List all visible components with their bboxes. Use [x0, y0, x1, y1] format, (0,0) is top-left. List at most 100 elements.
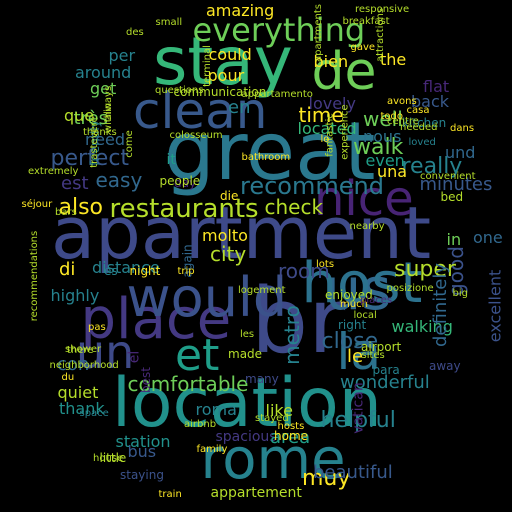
word-cloud-word: it [166, 152, 176, 168]
word-cloud-word: again [180, 244, 195, 278]
word-cloud-word: places [360, 295, 393, 306]
word-cloud-word: lo [320, 134, 330, 145]
word-cloud-word: appartement [210, 485, 302, 501]
word-cloud-word: many [245, 372, 279, 386]
word-cloud-word: big [452, 288, 468, 299]
word-cloud-word: die [220, 189, 239, 203]
word-cloud-word: per [108, 46, 136, 65]
word-cloud-word: dans [450, 123, 475, 134]
word-cloud-word: stayed [255, 413, 289, 424]
word-cloud-word: need [85, 130, 125, 149]
word-cloud-word: logement [238, 285, 286, 296]
word-cloud-word: comfortable [127, 372, 249, 396]
word-cloud-word: back [411, 92, 450, 111]
word-cloud-word: est [61, 173, 89, 194]
word-cloud-word: communication [173, 85, 267, 99]
word-cloud-word: convenient [420, 171, 476, 182]
word-cloud-word: well [363, 107, 403, 131]
word-cloud-word: trastevere [88, 116, 100, 168]
word-cloud-word: bathroom [241, 152, 291, 163]
word-cloud-word: time [298, 103, 344, 127]
word-cloud-word: thanks [83, 127, 117, 138]
word-cloud-word: made [228, 347, 263, 361]
word-cloud-word: molto [202, 226, 248, 245]
word-cloud-word: wonderful [340, 372, 430, 393]
word-cloud-word: even [365, 151, 405, 170]
word-cloud-word: staying [120, 468, 164, 482]
word-cloud-word: bien [313, 52, 349, 71]
word-cloud-word: thank [59, 399, 105, 418]
word-cloud-word: con [57, 354, 90, 375]
word-cloud-word: extremely [28, 166, 79, 177]
word-cloud-word: us [324, 255, 392, 323]
word-cloud-word: airport [361, 340, 402, 354]
word-cloud-word: lovely [308, 94, 356, 113]
word-cloud-word: nearby [349, 221, 385, 232]
word-cloud-word: el [125, 350, 142, 364]
word-cloud-word: much [340, 299, 368, 310]
word-cloud-word: hosts [277, 421, 305, 432]
word-cloud-word: come [123, 130, 135, 158]
word-cloud-word: avons [387, 96, 417, 107]
word-cloud-word: location [112, 364, 382, 443]
word-cloud-word: lots [316, 259, 335, 270]
word-cloud-word: questions [155, 85, 204, 96]
word-cloud-word: small [155, 17, 183, 28]
word-cloud-word: local [353, 310, 377, 321]
word-cloud-word: amazing [206, 1, 275, 20]
word-cloud-word: bus [127, 442, 157, 461]
word-cloud-word: room [278, 259, 330, 283]
word-cloud-word: appartamento [241, 89, 313, 100]
word-cloud-word: night [129, 264, 161, 278]
word-cloud-word: un [76, 325, 135, 379]
word-cloud-word: away [429, 359, 461, 373]
word-cloud-word: nice [314, 171, 414, 227]
word-cloud-word: close [321, 329, 379, 354]
word-cloud-word: people [159, 174, 201, 188]
word-cloud-word: loved [408, 137, 436, 148]
word-cloud-word: nous [363, 127, 402, 146]
word-cloud-word: muy [302, 466, 351, 491]
word-cloud-word: recommend [240, 172, 384, 200]
word-cloud-word: rome [200, 427, 346, 492]
word-cloud-word: beautiful [313, 462, 393, 483]
word-cloud-word: le [347, 346, 364, 367]
word-cloud-word: airbnb [184, 419, 217, 430]
word-cloud-word: super [394, 257, 456, 282]
word-cloud-word: stay [153, 23, 293, 100]
word-cloud-word: fantastic [324, 113, 336, 157]
word-cloud-word: flat [423, 77, 450, 96]
word-cloud-word: distance [92, 258, 160, 277]
word-cloud-word: shower [65, 344, 102, 355]
word-cloud-word: neighborhood [49, 360, 119, 371]
word-cloud-word: experience [339, 104, 351, 160]
word-cloud-word: house [93, 453, 124, 464]
word-cloud-word: place [80, 287, 232, 352]
word-cloud-word: walk [353, 135, 404, 160]
word-cloud-word: todo [380, 111, 404, 122]
word-cloud-word: bed [440, 190, 464, 204]
word-cloud-word: apartments [313, 4, 324, 62]
word-cloud-word: enjoyed [325, 288, 373, 302]
word-cloud-word: di [59, 259, 76, 280]
word-cloud-word: breakfast [342, 16, 390, 27]
word-cloud-word: little [99, 451, 127, 465]
word-cloud-word: et [175, 330, 220, 381]
word-cloud-word: there [67, 345, 94, 356]
word-cloud-word: needed [400, 122, 438, 133]
word-cloud-word: station [115, 432, 171, 451]
word-cloud-word: easy [95, 168, 143, 192]
word-cloud-word: recommendations [29, 230, 41, 322]
word-cloud-word: apartment [51, 191, 432, 275]
word-cloud-word: que [64, 106, 95, 125]
word-cloud-word: walking [391, 317, 453, 336]
word-cloud-word: everything [192, 11, 366, 49]
word-cloud-word: family [196, 444, 228, 455]
word-cloud-word: colosseum [169, 130, 223, 141]
word-cloud-word: excellent [484, 269, 504, 343]
word-cloud-word: helpful [320, 408, 396, 433]
word-cloud-word: br [251, 269, 346, 374]
word-cloud-word: home [274, 429, 309, 443]
word-cloud-word: sites [361, 350, 385, 361]
